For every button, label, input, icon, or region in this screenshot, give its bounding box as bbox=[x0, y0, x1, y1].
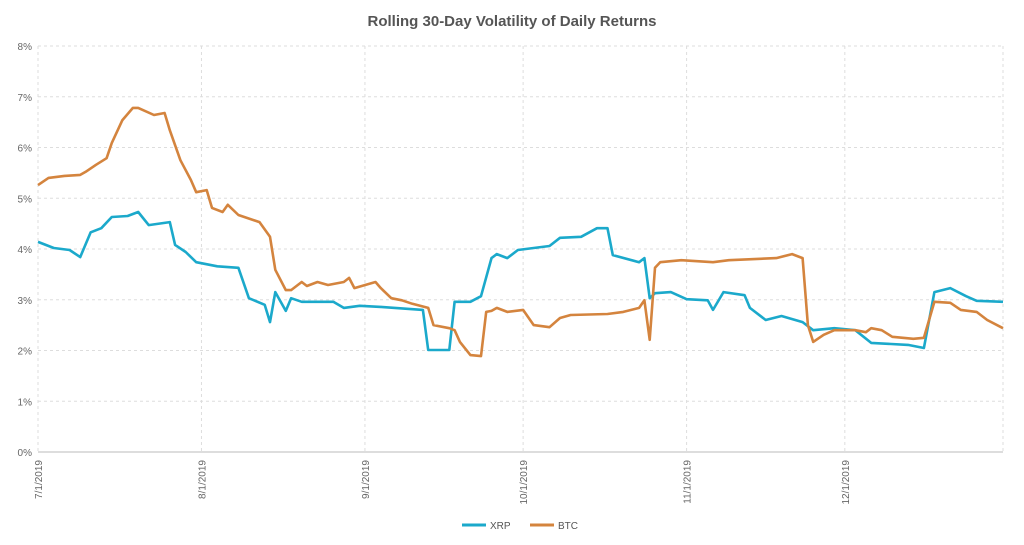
y-tick-label: 3% bbox=[18, 296, 33, 307]
series-line-xrp bbox=[37, 210, 1004, 352]
x-tick-label: 11/1/2019 bbox=[683, 460, 694, 504]
x-tick-label: 7/1/2019 bbox=[34, 460, 45, 499]
x-tick-label: 9/1/2019 bbox=[361, 460, 372, 499]
y-tick-label: 2% bbox=[18, 347, 33, 358]
y-tick-label: 0% bbox=[18, 448, 33, 459]
x-tick-label: 12/1/2019 bbox=[841, 460, 852, 505]
legend-label-btc: BTC bbox=[558, 521, 578, 532]
y-tick-label: 8% bbox=[18, 42, 33, 53]
y-tick-label: 6% bbox=[18, 144, 33, 155]
x-tick-label: 10/1/2019 bbox=[519, 460, 530, 505]
y-tick-label: 5% bbox=[18, 194, 33, 205]
y-tick-label: 7% bbox=[18, 93, 33, 104]
x-tick-label: 8/1/2019 bbox=[197, 460, 208, 499]
y-tick-label: 1% bbox=[18, 397, 33, 408]
chart-title: Rolling 30-Day Volatility of Daily Retur… bbox=[368, 13, 657, 30]
legend-label-xrp: XRP bbox=[490, 521, 511, 532]
series-line-btc bbox=[37, 106, 1004, 358]
y-tick-label: 4% bbox=[18, 245, 33, 256]
